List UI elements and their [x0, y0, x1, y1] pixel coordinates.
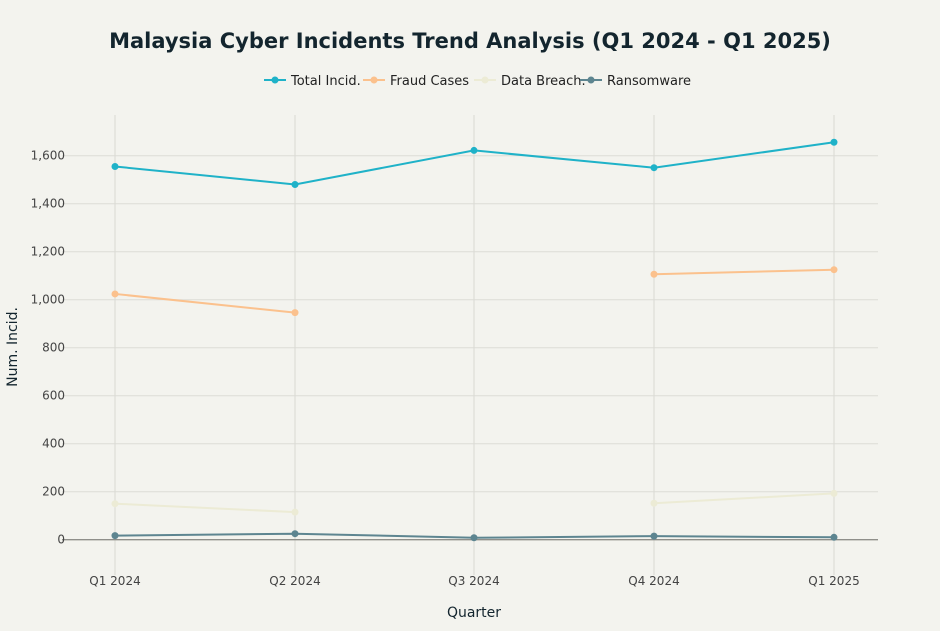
legend-item[interactable]: Ransomware	[580, 74, 691, 89]
data-point[interactable]	[830, 533, 838, 541]
legend-label: Total Incid.	[290, 74, 361, 89]
data-point[interactable]	[470, 146, 478, 154]
legend-marker	[271, 76, 279, 84]
legend-label: Data Breach.	[501, 74, 586, 89]
data-point[interactable]	[830, 489, 838, 497]
legend-marker	[587, 76, 595, 84]
legend-item[interactable]: Total Incid.	[264, 74, 361, 89]
data-point[interactable]	[291, 309, 299, 317]
y-tick-label: 200	[42, 485, 65, 499]
y-axis-ticks: 0 200 400 600 800 1,000 1,200 1,400 1,600	[31, 149, 65, 547]
series-fraud-cases	[111, 266, 838, 317]
data-point[interactable]	[830, 266, 838, 274]
data-point[interactable]	[111, 163, 119, 170]
y-axis-title: Num. Incid.	[5, 307, 21, 387]
data-point[interactable]	[291, 181, 299, 188]
legend-label: Ransomware	[607, 74, 691, 89]
x-tick-label: Q2 2024	[269, 574, 320, 588]
y-tick-label: 1,600	[31, 149, 65, 163]
data-point[interactable]	[111, 290, 119, 298]
series-line	[114, 292, 296, 314]
y-tick-label: 1,000	[31, 293, 65, 307]
data-point[interactable]	[650, 270, 658, 278]
x-tick-label: Q3 2024	[448, 574, 499, 588]
y-tick-label: 1,400	[31, 197, 65, 211]
data-point[interactable]	[111, 532, 119, 540]
series-line	[653, 268, 835, 276]
x-axis-title: Quarter	[447, 605, 501, 621]
legend-item[interactable]: Fraud Cases	[363, 74, 469, 89]
x-axis-ticks: Q1 2024 Q2 2024 Q3 2024 Q4 2024 Q1 2025	[89, 574, 859, 588]
legend-item[interactable]: Data Breach.	[474, 74, 586, 89]
data-point[interactable]	[291, 508, 299, 516]
legend-marker	[370, 76, 378, 84]
series-layer	[111, 138, 838, 542]
legend-marker	[481, 76, 489, 84]
series-line	[653, 492, 835, 505]
data-point[interactable]	[650, 532, 658, 540]
x-tick-label: Q4 2024	[628, 574, 679, 588]
y-tick-label: 800	[42, 341, 65, 355]
chart-title: Malaysia Cyber Incidents Trend Analysis …	[109, 29, 831, 53]
legend: Total Incid. Fraud Cases Data Breach. Ranso…	[264, 74, 691, 89]
data-point[interactable]	[111, 500, 119, 508]
series-line	[114, 502, 296, 514]
y-tick-label: 1,200	[31, 245, 65, 259]
y-tick-label: 0	[57, 533, 65, 547]
x-tick-label: Q1 2024	[89, 574, 140, 588]
data-point[interactable]	[291, 530, 299, 538]
data-point[interactable]	[470, 534, 478, 542]
series-total-incid	[111, 138, 838, 188]
grid	[62, 115, 878, 575]
data-point[interactable]	[650, 164, 658, 172]
legend-label: Fraud Cases	[390, 74, 469, 89]
data-point[interactable]	[830, 138, 838, 146]
x-tick-label: Q1 2025	[808, 574, 859, 588]
series-ransomware	[111, 530, 838, 542]
data-point[interactable]	[650, 499, 658, 507]
y-tick-label: 400	[42, 437, 65, 451]
series-data-breach	[111, 489, 838, 516]
y-tick-label: 600	[42, 389, 65, 403]
